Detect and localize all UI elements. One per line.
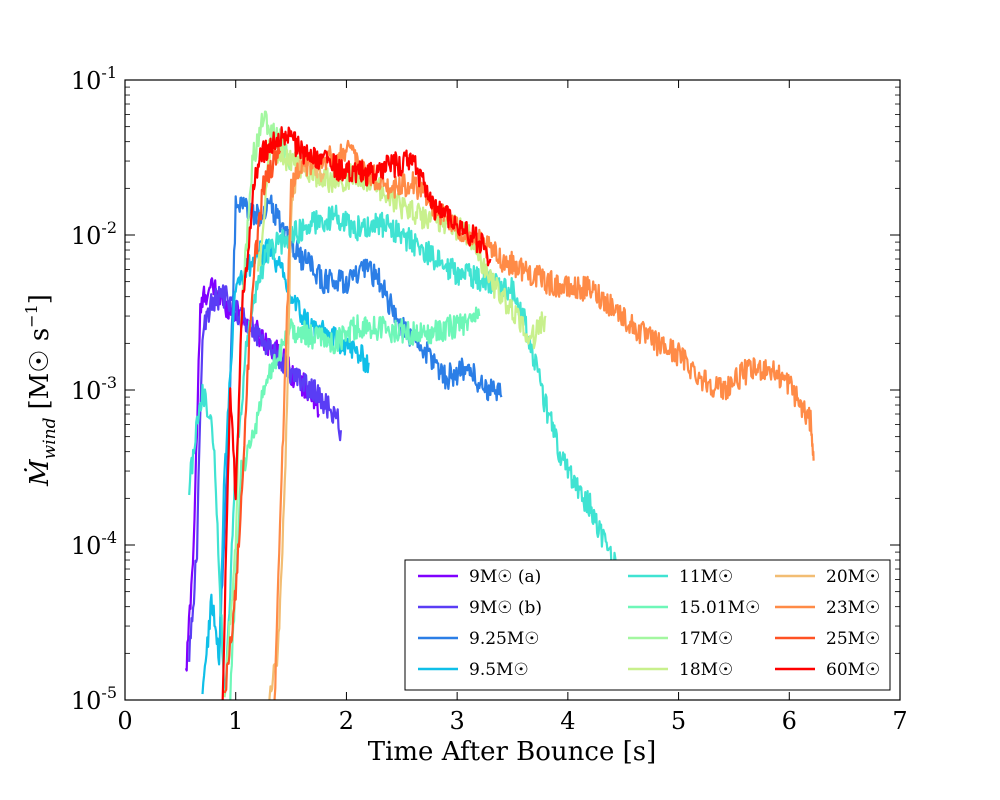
legend-label: 18M☉ <box>679 660 733 680</box>
y-tick-label: 10-2 <box>71 218 117 250</box>
legend-label: 15.01M☉ <box>679 598 760 618</box>
x-tick-label: 7 <box>892 707 907 735</box>
y-axis: 10-5 10-4 10-3 10-2 10-1 <box>71 63 900 715</box>
x-tick-label: 1 <box>228 707 243 735</box>
x-tick-label: 2 <box>339 707 354 735</box>
series-line <box>188 204 625 691</box>
legend-label: 11M☉ <box>679 567 733 587</box>
series-line <box>229 306 481 700</box>
series-line <box>223 110 293 698</box>
legend-label: 23M☉ <box>826 598 880 618</box>
y-tick-label: 10-1 <box>71 63 117 95</box>
x-tick-label: 5 <box>671 707 686 735</box>
series-line <box>218 194 503 655</box>
x-tick-label: 4 <box>560 707 575 735</box>
x-tick-label: 3 <box>450 707 465 735</box>
series-layer <box>184 110 815 700</box>
series-line <box>188 284 342 662</box>
x-tick-label: 0 <box>117 707 132 735</box>
series-line <box>223 144 282 694</box>
series-line <box>201 238 370 695</box>
legend-label: 9M☉ (a) <box>469 567 541 587</box>
legend-label: 25M☉ <box>826 629 880 649</box>
legend-label: 9.25M☉ <box>469 629 540 649</box>
legend-label: 20M☉ <box>826 567 880 587</box>
svg-text:Ṁwind[M☉ s−1]: Ṁwind[M☉ s−1] <box>22 294 60 487</box>
legend-label: 9.5M☉ <box>469 660 529 680</box>
legend-label: 17M☉ <box>679 629 733 649</box>
x-axis-title: Time After Bounce [s] <box>368 737 657 767</box>
legend-label: 60M☉ <box>826 660 880 680</box>
x-tick-label: 6 <box>782 707 797 735</box>
y-tick-label: 10-5 <box>71 683 117 715</box>
y-tick-label: 10-4 <box>71 528 117 560</box>
legend: 9M☉ (a) 9M☉ (b) 9.25M☉ 9.5M☉ 11M☉ 15.01M☉ 17M☉… <box>404 559 891 691</box>
series-line <box>273 139 815 700</box>
series-line <box>221 126 492 700</box>
y-axis-title: Ṁwind[M☉ s−1] <box>22 294 60 487</box>
y-tick-label: 10-3 <box>71 373 117 405</box>
x-axis: 0 1 2 3 4 5 6 7 <box>117 80 908 735</box>
legend-label: 9M☉ (b) <box>469 598 542 618</box>
